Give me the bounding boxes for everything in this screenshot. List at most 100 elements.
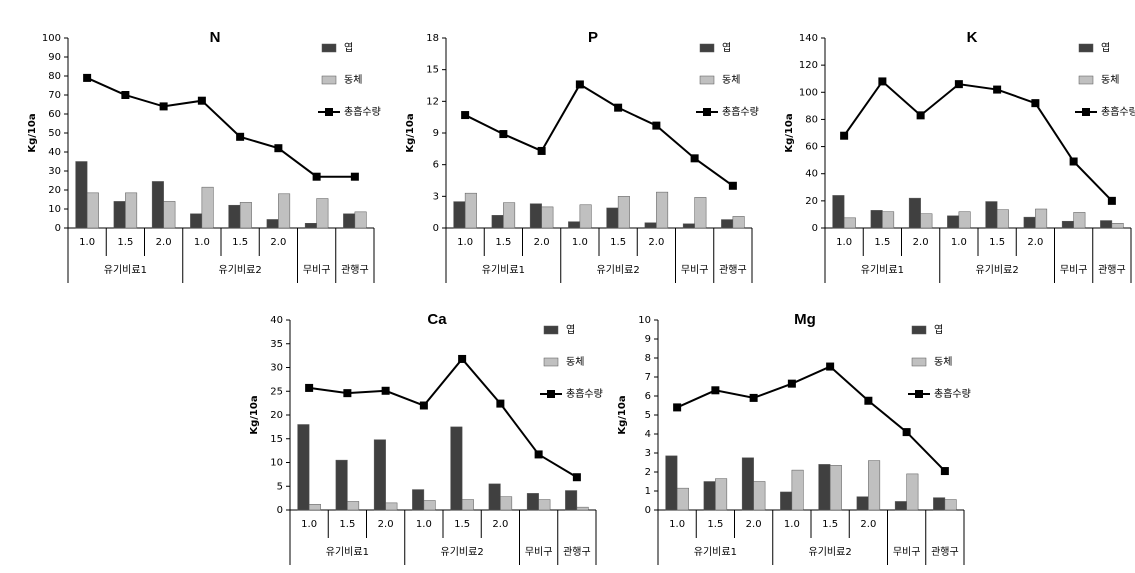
bar: [682, 223, 695, 229]
marker: [575, 80, 584, 89]
bar: [278, 193, 291, 229]
y-tick-label: 60: [805, 142, 818, 153]
marker: [690, 154, 699, 163]
legend-swatch: [325, 108, 333, 116]
marker: [902, 428, 911, 437]
bar: [565, 490, 578, 511]
bar: [526, 493, 539, 511]
bar: [676, 487, 689, 511]
legend-label: 엽: [1101, 42, 1110, 54]
y-tick-label: 0: [812, 223, 818, 234]
marker: [461, 111, 470, 120]
chart: 0 1 2 3 4 5 6 7 8 9 10 Kg/10a Mg 1.0 1.5 2.0 유기비료1 1.0 1.5…: [617, 311, 971, 565]
x-tick-label: 1.5: [707, 519, 723, 530]
x-tick-label: 1.0: [457, 237, 473, 248]
marker: [419, 401, 428, 410]
y-tick-label: 0: [55, 223, 61, 234]
x-tick-label: 2.0: [378, 519, 394, 530]
x-tick-label: 1.0: [784, 519, 800, 530]
bar: [500, 496, 513, 511]
legend-label: 동체: [934, 356, 952, 368]
y-tick-label: 100: [42, 33, 61, 44]
bar: [297, 424, 310, 511]
x-tick-label: 1.5: [989, 237, 1005, 248]
y-tick-label: 18: [426, 33, 439, 44]
marker: [350, 172, 359, 181]
bar: [538, 499, 551, 511]
group-label: 유기비료1: [694, 546, 737, 558]
x-tick-label: 1.0: [416, 519, 432, 530]
line: [86, 76, 355, 178]
x-tick-label: 1.0: [572, 237, 588, 248]
bar: [958, 211, 971, 229]
marker: [343, 389, 352, 398]
bar: [715, 478, 728, 511]
group-label: 유기비료2: [976, 264, 1019, 276]
marker: [458, 354, 467, 363]
bar: [529, 203, 542, 229]
legend-swatch: [543, 325, 559, 335]
group-label: 관행구: [341, 264, 369, 276]
line: [308, 357, 578, 479]
x-tick-label: 1.0: [951, 237, 967, 248]
x-tick-label: 2.0: [270, 237, 286, 248]
x-tick-label: 1.0: [669, 519, 685, 530]
bar: [125, 192, 138, 229]
legend-swatch: [699, 75, 715, 85]
legend-swatch: [911, 325, 927, 335]
y-tick-label: 3: [433, 191, 439, 202]
legend-swatch: [321, 43, 337, 53]
marker: [652, 121, 661, 130]
bar: [741, 457, 754, 511]
legend-label: 총흡수량: [1101, 105, 1135, 118]
y-tick-label: 10: [638, 315, 651, 326]
y-tick-label: 40: [805, 169, 818, 180]
x-tick-label: 1.5: [495, 237, 511, 248]
bar: [1061, 220, 1074, 229]
bar: [423, 500, 436, 511]
legend-label: 총흡수량: [566, 387, 603, 400]
bar: [843, 217, 856, 229]
bar: [304, 223, 317, 229]
bar: [464, 192, 477, 229]
bar: [228, 204, 241, 229]
marker: [83, 73, 92, 82]
legend-swatch: [915, 390, 923, 398]
x-tick-label: 2.0: [534, 237, 550, 248]
legend-swatch: [1078, 75, 1094, 85]
x-tick-label: 1.5: [117, 237, 133, 248]
y-tick-label: 10: [48, 204, 61, 215]
y-tick-label: 15: [270, 434, 283, 445]
bar: [868, 460, 881, 511]
y-axis-label: Kg/10a: [27, 113, 38, 152]
marker: [614, 103, 623, 112]
bar: [461, 499, 474, 511]
marker: [1069, 157, 1078, 166]
legend-label: 동체: [344, 74, 362, 86]
marker: [878, 77, 887, 86]
legend-swatch: [1082, 108, 1090, 116]
x-tick-label: 2.0: [1027, 237, 1043, 248]
bar: [882, 211, 895, 229]
y-tick-label: 40: [270, 315, 283, 326]
group-label: 관행구: [931, 546, 959, 558]
y-tick-label: 25: [270, 386, 283, 397]
x-tick-label: 2.0: [746, 519, 762, 530]
marker: [236, 132, 245, 141]
y-tick-label: 15: [426, 65, 439, 76]
y-tick-label: 0: [645, 505, 651, 516]
y-tick-label: 40: [48, 147, 61, 158]
y-tick-label: 0: [277, 505, 283, 516]
marker: [197, 96, 206, 105]
group-label: 관행구: [719, 264, 747, 276]
legend-label: 동체: [722, 74, 740, 86]
marker: [749, 393, 758, 402]
bar: [920, 213, 933, 229]
group-label: 무비구: [893, 546, 921, 558]
bar: [308, 504, 321, 511]
x-tick-label: 2.0: [913, 237, 929, 248]
bar: [780, 491, 793, 511]
bar: [933, 497, 946, 511]
bar: [753, 481, 766, 511]
